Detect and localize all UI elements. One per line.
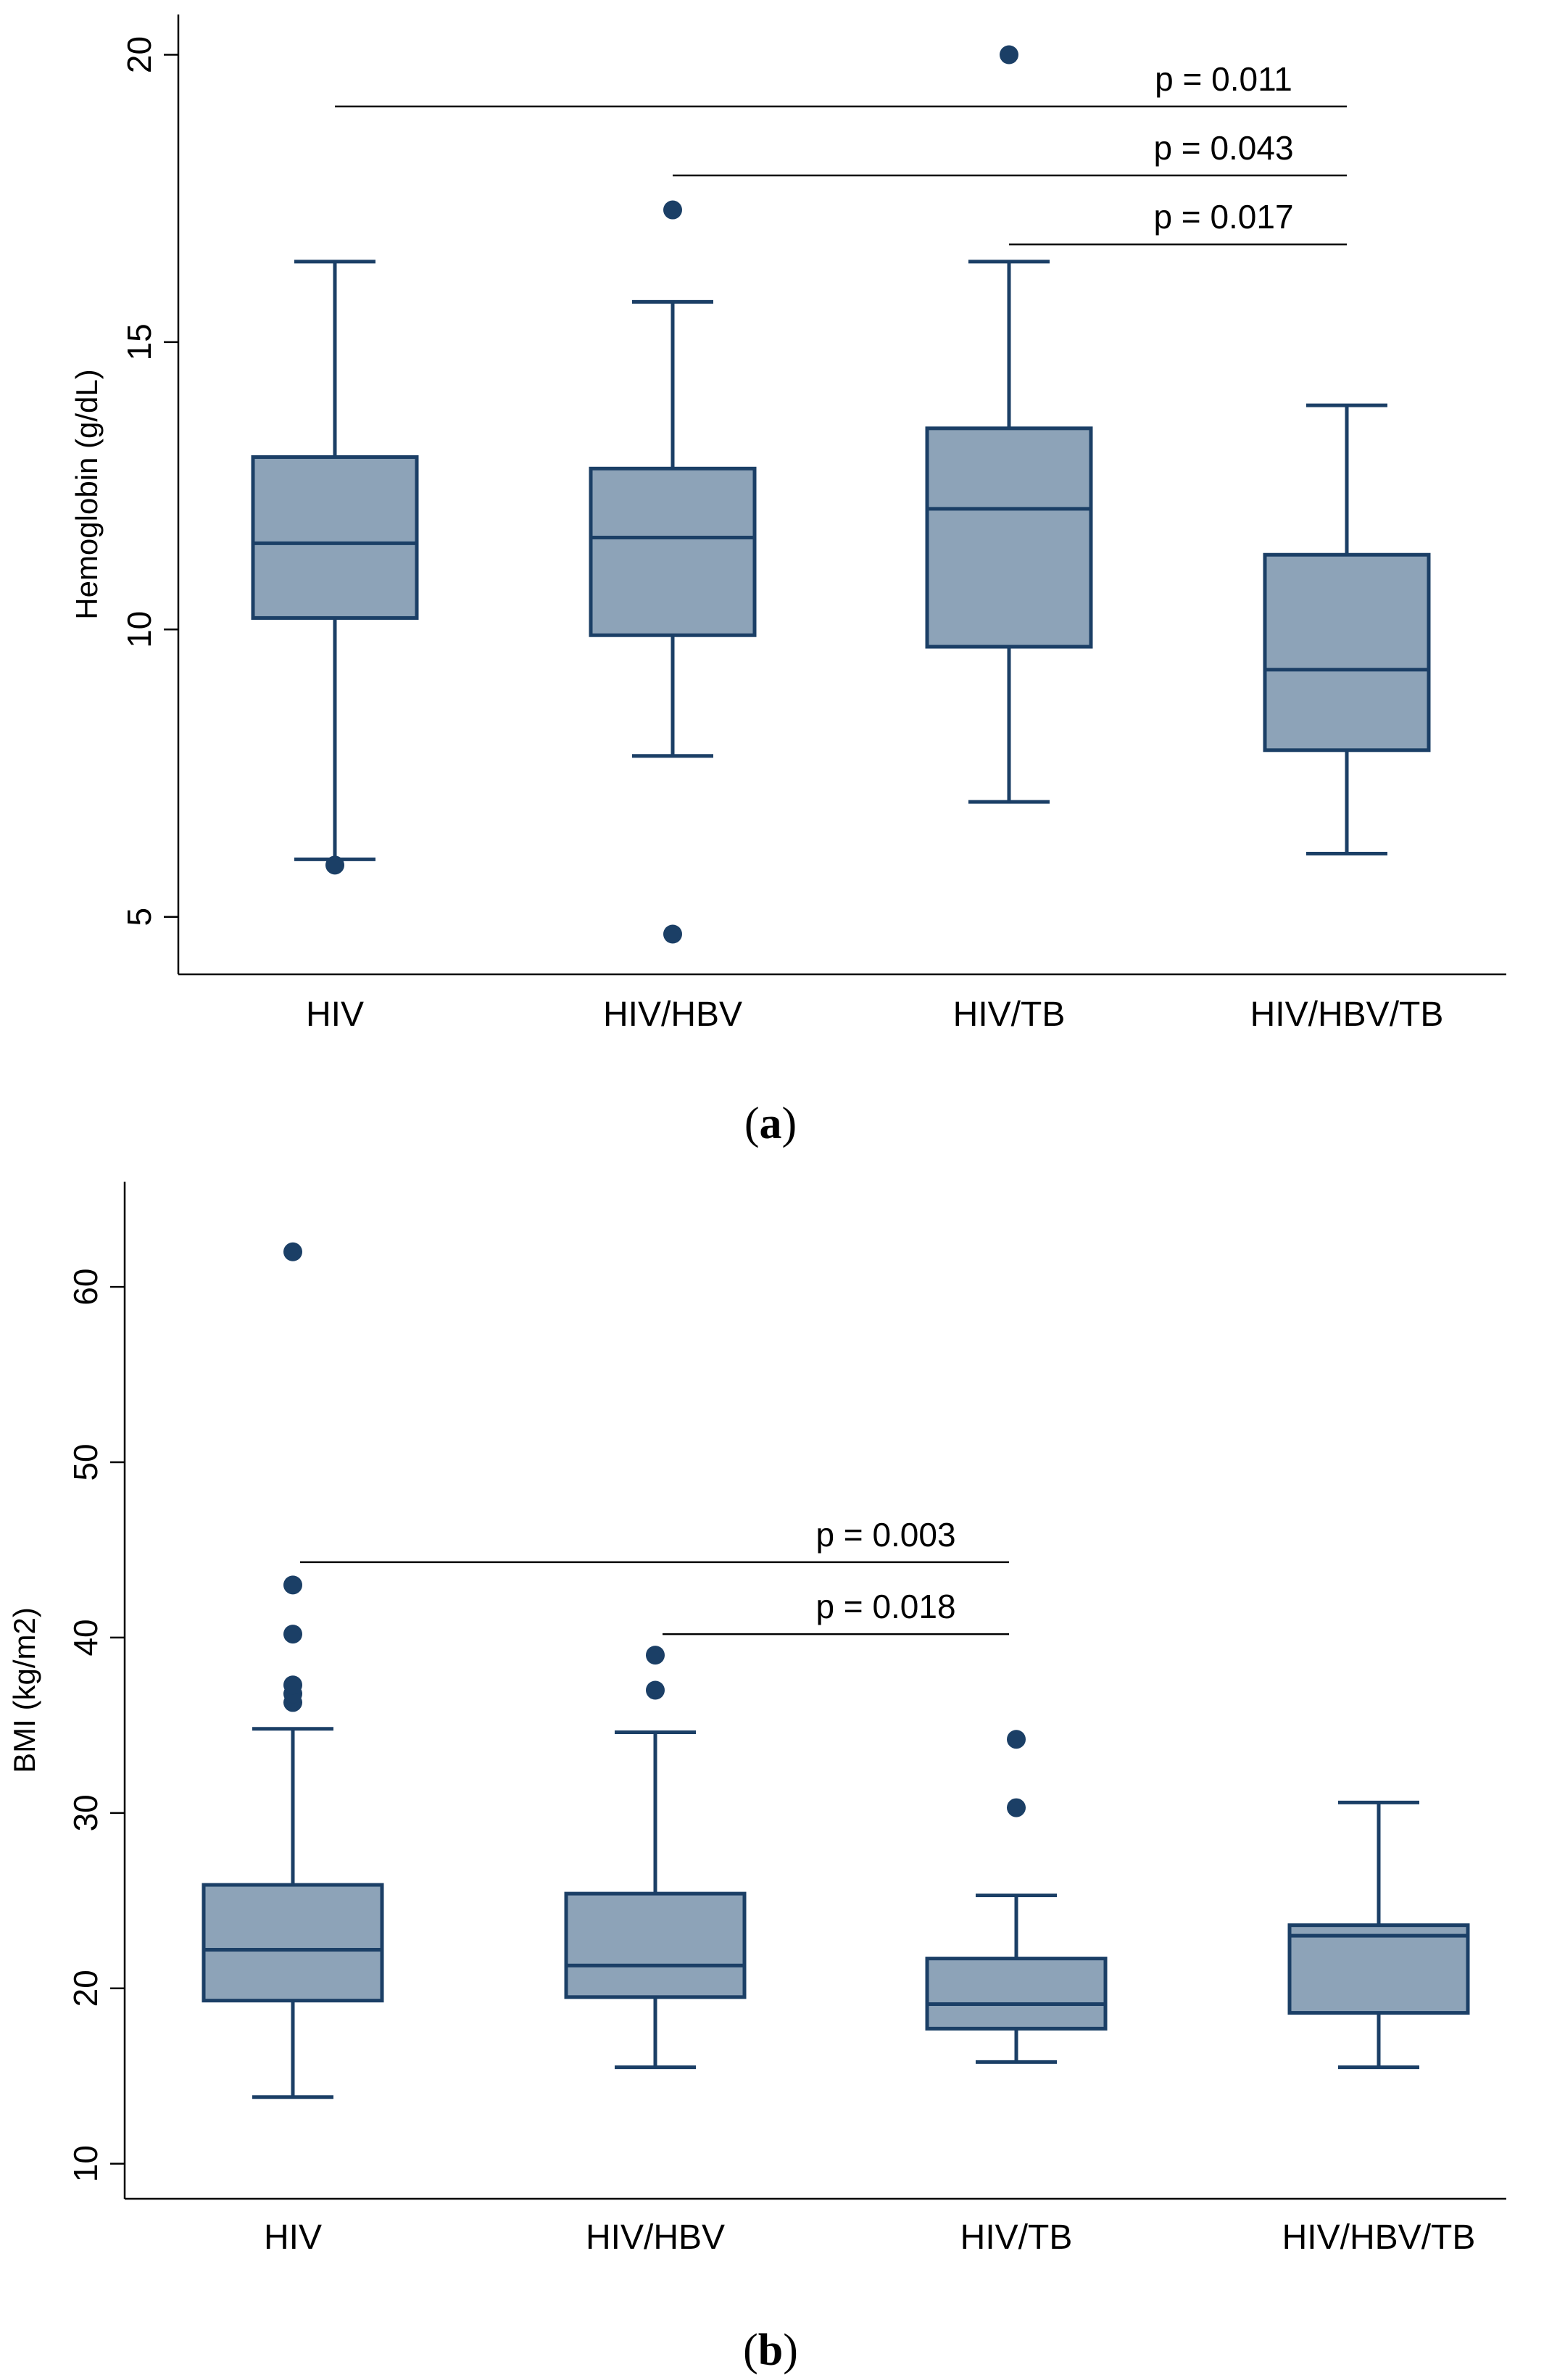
panel-b-iqr-box: [1287, 1923, 1470, 2015]
panel-b-outlier-point: [283, 1625, 302, 1644]
panel-b-category-label: HIV: [264, 2218, 322, 2257]
panel-a-outlier-point: [1000, 45, 1018, 65]
panel-a-iqr-box: [589, 466, 757, 637]
panel-b-p-value-label: p = 0.018: [815, 1588, 955, 1625]
panel-b-iqr-box: [564, 1891, 747, 1999]
panel-b-box-hiv-hbv-tb: [1287, 1800, 1470, 2070]
panel-a-p-value-label: p = 0.011: [1155, 60, 1292, 98]
panel-b-outlier-point: [1007, 1798, 1026, 1817]
panel-a-category-label: HIV/HBV/TB: [1250, 995, 1444, 1034]
panel-a-chart: 5 10 15 20 Hemoglobin (g/dL) HIV HIV/HBV HIV/TB…: [70, 14, 1506, 1148]
panel-b-y-tick-label: 40: [67, 1619, 104, 1656]
panel-b-y-tick-label: 10: [67, 2145, 104, 2182]
panel-a-iqr-box: [251, 455, 419, 620]
panel-b-outlier-point: [646, 1680, 665, 1700]
panel-b-p-value-label: p = 0.003: [815, 1516, 955, 1554]
panel-b-y-tick-label: 30: [67, 1794, 104, 1831]
panel-a-category-label: HIV: [306, 995, 364, 1034]
panel-a-category-label: HIV/HBV: [603, 995, 742, 1034]
panel-b-box-hiv-tb: [925, 1730, 1108, 2064]
panel-a-box-hiv: [251, 260, 419, 875]
panel-b-outlier-point: [1007, 1730, 1026, 1749]
panel-a-outlier-point: [663, 924, 682, 944]
panel-b-chart: 10 20 30 40 50 60 BMI (kg/m2) HIV HIV/HBV HIV/TB H…: [7, 1182, 1506, 2375]
panel-a-box-hiv-hbv-tb: [1263, 403, 1431, 856]
panel-b-outlier-point: [283, 1575, 302, 1595]
panel-a-p-value-label: p = 0.043: [1153, 129, 1293, 167]
panel-b-category-label: HIV/HBV/TB: [1282, 2218, 1476, 2257]
panel-a-iqr-box: [1263, 552, 1431, 752]
panel-b-y-axis-title: BMI (kg/m2): [7, 1607, 41, 1773]
panel-b-y-tick-label: 20: [67, 1970, 104, 2007]
panel-a-category-label: HIV/TB: [953, 995, 1066, 1034]
panel-b-outlier-point: [283, 1242, 302, 1261]
panel-b-category-label: HIV/TB: [960, 2218, 1073, 2257]
panel-b-y-tick-label: 50: [67, 1443, 104, 1480]
panel-a-box-hiv-hbv: [589, 200, 757, 944]
panel-b-y-tick-label: 60: [67, 1269, 104, 1306]
panel-b-iqr-box: [202, 1883, 384, 2003]
panel-b-box-hiv-hbv: [564, 1646, 747, 2070]
panel-a-outlier-point: [325, 855, 344, 875]
panel-b-box-hiv: [202, 1242, 384, 2099]
panel-a-y-tick-label: 10: [120, 611, 158, 648]
panel-a-y-tick-label: 20: [120, 36, 158, 73]
panel-b-iqr-box: [925, 1957, 1108, 2031]
panel-a-panel-label: (a): [744, 1099, 797, 1148]
panel-a-y-tick-label: 15: [120, 323, 158, 360]
panel-b-category-label: HIV/HBV: [586, 2218, 725, 2257]
panel-a-iqr-box: [925, 426, 1093, 649]
panel-a-y-axis-title: Hemoglobin (g/dL): [70, 369, 104, 620]
panel-b-outlier-point: [646, 1646, 665, 1665]
panel-a-outlier-point: [663, 200, 682, 220]
panel-a-y-tick-label: 5: [120, 908, 158, 926]
panel-b-panel-label: (b): [743, 2326, 798, 2375]
panel-a-box-hiv-tb: [925, 45, 1093, 804]
panel-a-p-value-label: p = 0.017: [1153, 198, 1293, 236]
panel-b-outlier-point: [283, 1675, 302, 1695]
